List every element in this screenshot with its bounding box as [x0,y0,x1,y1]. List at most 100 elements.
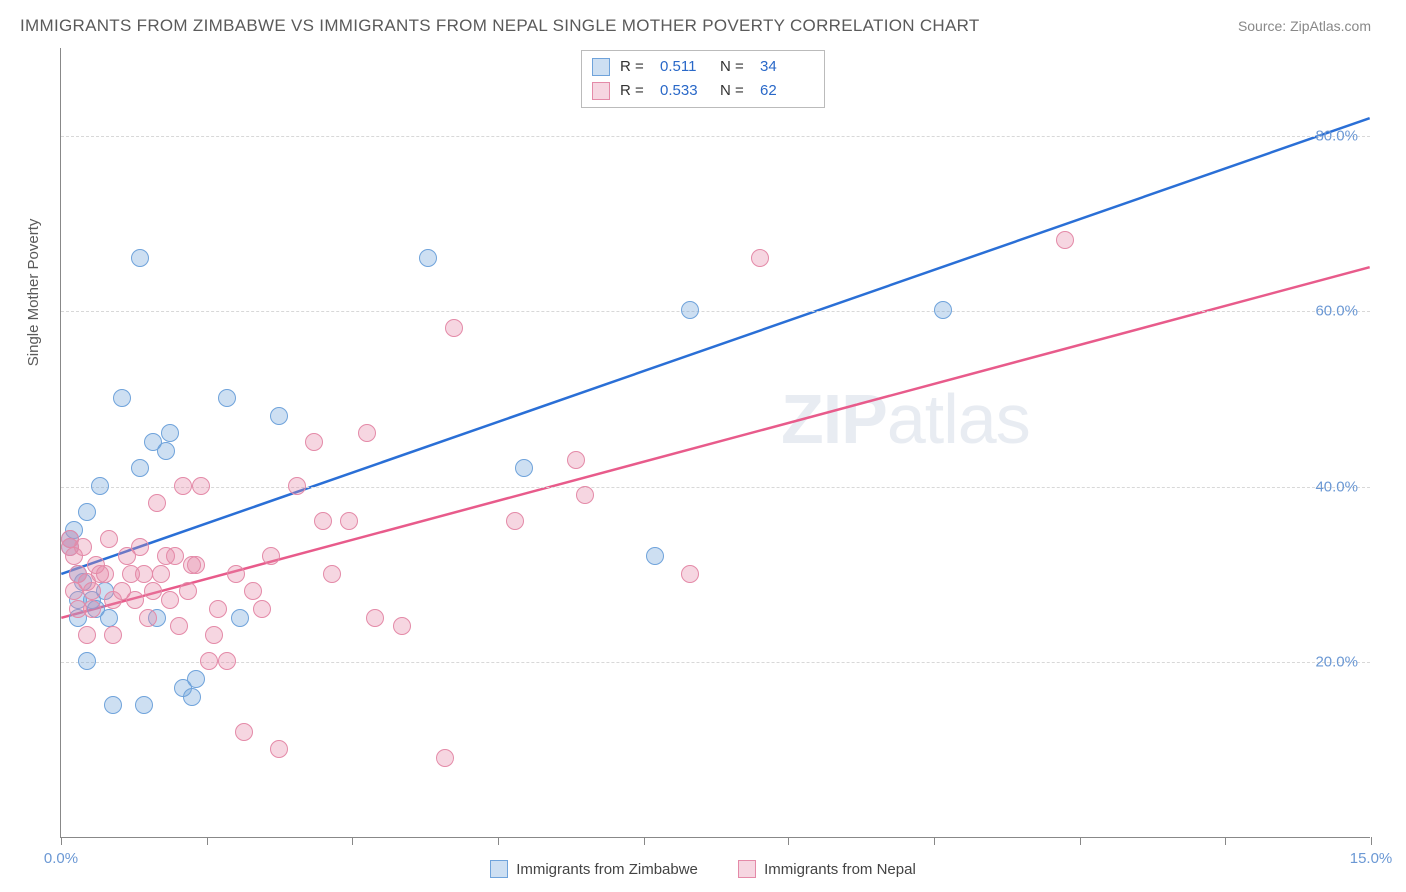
scatter-point [340,512,358,530]
gridline-h [61,136,1370,137]
scatter-point [83,600,101,618]
y-tick-label: 60.0% [1315,303,1358,320]
scatter-point [161,424,179,442]
scatter-point [74,538,92,556]
scatter-point [78,626,96,644]
scatter-point [131,249,149,267]
r-value-zimbabwe: 0.511 [660,55,710,79]
scatter-point [515,459,533,477]
scatter-point [78,503,96,521]
scatter-point [100,609,118,627]
scatter-plot-area: ZIPatlas 20.0%40.0%60.0%80.0%0.0%15.0% [60,48,1370,838]
scatter-point [576,486,594,504]
legend-label: Immigrants from Nepal [764,861,916,878]
n-value-zimbabwe: 34 [760,55,810,79]
series-legend: Immigrants from Zimbabwe Immigrants from… [0,860,1406,882]
scatter-point [567,451,585,469]
n-label: N = [720,55,750,79]
chart-title: IMMIGRANTS FROM ZIMBABWE VS IMMIGRANTS F… [20,16,980,36]
scatter-point [218,389,236,407]
n-label: N = [720,79,750,103]
scatter-point [1056,231,1074,249]
scatter-point [192,477,210,495]
scatter-point [244,582,262,600]
scatter-point [104,626,122,644]
scatter-point [170,617,188,635]
x-tick [1080,837,1081,845]
trend-line [61,118,1369,574]
scatter-point [934,301,952,319]
scatter-point [209,600,227,618]
scatter-point [179,582,197,600]
scatter-point [174,477,192,495]
scatter-point [187,556,205,574]
x-tick [61,837,62,845]
r-label: R = [620,55,650,79]
swatch-nepal [592,82,610,100]
scatter-point [445,319,463,337]
scatter-point [139,609,157,627]
gridline-h [61,487,1370,488]
x-tick [1225,837,1226,845]
x-tick [788,837,789,845]
legend-label: Immigrants from Zimbabwe [516,861,698,878]
swatch-nepal [738,860,756,878]
x-tick [352,837,353,845]
scatter-point [436,749,454,767]
scatter-point [135,565,153,583]
scatter-point [218,652,236,670]
scatter-point [78,652,96,670]
y-tick-label: 40.0% [1315,478,1358,495]
scatter-point [358,424,376,442]
scatter-point [166,547,184,565]
scatter-point [314,512,332,530]
x-tick [1371,837,1372,845]
scatter-point [113,389,131,407]
scatter-point [751,249,769,267]
scatter-point [144,582,162,600]
scatter-point [253,600,271,618]
scatter-point [157,442,175,460]
trend-lines-layer [61,48,1370,837]
scatter-point [126,591,144,609]
scatter-point [235,723,253,741]
scatter-point [183,688,201,706]
scatter-point [227,565,245,583]
gridline-h [61,662,1370,663]
x-tick [934,837,935,845]
gridline-h [61,311,1370,312]
legend-row-nepal: R = 0.533 N = 62 [592,79,810,103]
scatter-point [200,652,218,670]
x-tick [207,837,208,845]
scatter-point [96,565,114,583]
scatter-point [681,301,699,319]
scatter-point [91,477,109,495]
scatter-point [148,494,166,512]
swatch-zimbabwe [592,58,610,76]
legend-item-nepal: Immigrants from Nepal [738,860,916,878]
trend-line [61,267,1369,618]
scatter-point [161,591,179,609]
y-tick-label: 80.0% [1315,127,1358,144]
y-axis-label: Single Mother Poverty [25,219,42,367]
scatter-point [131,538,149,556]
scatter-point [135,696,153,714]
scatter-point [262,547,280,565]
x-tick [498,837,499,845]
scatter-point [100,530,118,548]
scatter-point [152,565,170,583]
r-label: R = [620,79,650,103]
scatter-point [288,477,306,495]
scatter-point [83,582,101,600]
scatter-point [323,565,341,583]
legend-item-zimbabwe: Immigrants from Zimbabwe [490,860,698,878]
scatter-point [131,459,149,477]
source-attribution: Source: ZipAtlas.com [1238,18,1371,34]
scatter-point [305,433,323,451]
swatch-zimbabwe [490,860,508,878]
scatter-point [104,696,122,714]
x-tick [644,837,645,845]
scatter-point [366,609,384,627]
scatter-point [231,609,249,627]
scatter-point [187,670,205,688]
